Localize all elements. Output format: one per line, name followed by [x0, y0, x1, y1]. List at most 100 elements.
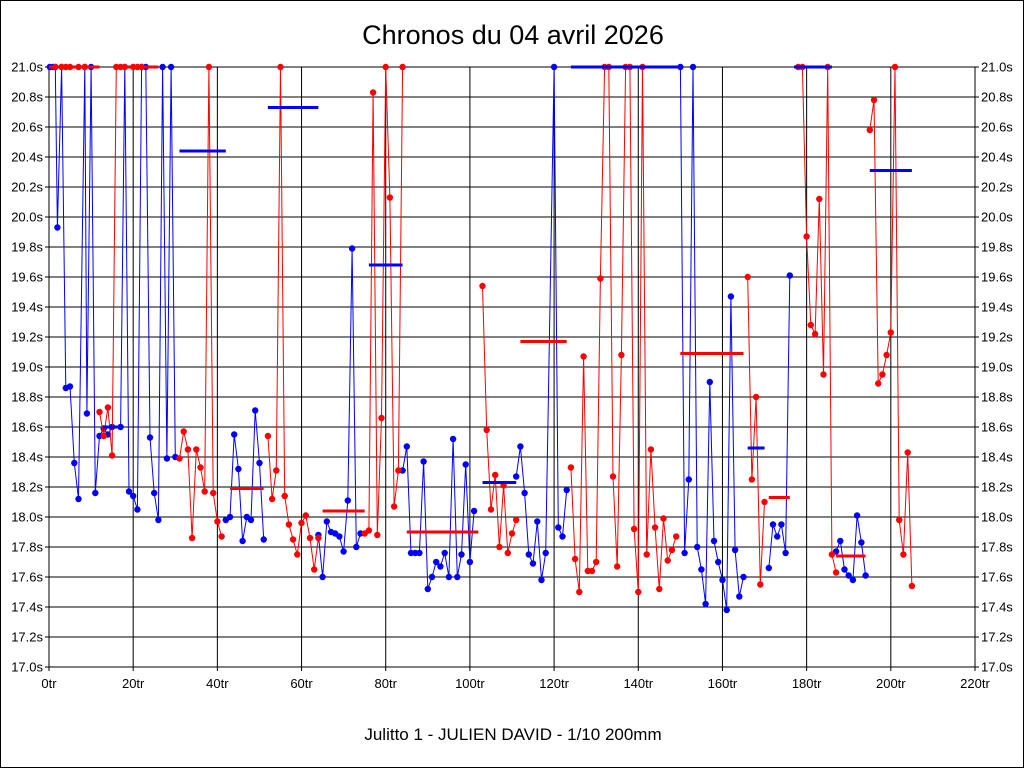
- data-point-red: [504, 549, 511, 557]
- x-tick-label: 100tr: [455, 676, 485, 691]
- y-tick-label-right: 17.0s: [981, 660, 1013, 675]
- y-tick-label-right: 17.2s: [981, 630, 1013, 645]
- data-point-red: [752, 393, 760, 401]
- data-point-red: [298, 519, 305, 527]
- data-point-blue: [858, 539, 865, 546]
- series-line-blue: [515, 66, 568, 581]
- data-point-red: [382, 63, 389, 71]
- data-point-blue: [538, 576, 545, 584]
- data-point-blue: [517, 443, 524, 450]
- data-point-blue: [513, 473, 520, 480]
- y-tick-label-right: 21.0s: [981, 60, 1013, 75]
- data-point-blue: [420, 458, 427, 465]
- data-point-red: [651, 524, 659, 531]
- data-point-red: [264, 432, 272, 440]
- data-point-red: [883, 351, 890, 359]
- y-tick-label-right: 18.2s: [981, 480, 1013, 495]
- data-point-red: [656, 585, 663, 593]
- data-point-blue: [117, 423, 124, 431]
- y-axis-right: 17.0s 17.2s 17.4s 17.6s 17.8s 18.0s 18.2s 18.4s…: [975, 60, 1013, 675]
- data-point-blue: [542, 549, 549, 557]
- data-point-blue: [534, 518, 541, 525]
- data-point-blue: [719, 576, 726, 584]
- data-point-red: [816, 195, 823, 203]
- data-point-blue: [247, 516, 255, 524]
- data-point-blue: [256, 459, 263, 467]
- series-line-blue: [317, 248, 361, 578]
- y-tick-label-left: 18.4s: [11, 450, 43, 465]
- data-point-blue: [685, 476, 692, 483]
- data-point-blue: [134, 506, 141, 513]
- series-line-blue: [768, 275, 791, 569]
- data-point-blue: [146, 434, 154, 441]
- data-point-blue: [769, 521, 777, 528]
- data-point-red: [218, 533, 225, 540]
- data-point-blue: [163, 455, 171, 462]
- series-line-blue: [225, 410, 265, 542]
- y-tick-label-right: 19.6s: [981, 270, 1013, 285]
- data-point-red: [369, 89, 377, 96]
- series-line-red: [267, 66, 319, 570]
- data-point-blue: [845, 572, 852, 579]
- data-point-red: [205, 63, 213, 71]
- y-tick-label-right: 20.6s: [981, 120, 1013, 135]
- y-tick-label-left: 20.0s: [11, 210, 43, 225]
- data-point-red: [618, 351, 625, 359]
- data-point-red: [571, 555, 579, 563]
- data-point-blue: [727, 293, 735, 300]
- data-point-blue: [454, 573, 461, 581]
- data-point-red: [673, 533, 680, 540]
- data-point-red: [399, 63, 406, 71]
- data-point-blue: [437, 563, 444, 570]
- y-tick-label-left: 17.8s: [11, 540, 43, 555]
- data-point-blue: [698, 566, 705, 573]
- series-red: [52, 63, 916, 596]
- data-point-blue: [765, 564, 772, 572]
- data-point-red: [508, 530, 516, 537]
- y-tick-label-left: 19.8s: [11, 240, 43, 255]
- y-tick-label-left: 17.0s: [11, 660, 43, 675]
- data-point-red: [576, 588, 583, 596]
- data-point-blue: [92, 489, 99, 497]
- data-point-red: [588, 567, 596, 575]
- y-tick-label-right: 17.8s: [981, 540, 1013, 555]
- y-tick-label-right: 18.0s: [981, 510, 1013, 525]
- y-tick-label-left: 17.4s: [11, 600, 43, 615]
- data-point-blue: [706, 378, 713, 386]
- x-tick-label: 140tr: [623, 676, 653, 691]
- data-point-blue: [837, 537, 844, 545]
- y-tick-label-left: 20.8s: [11, 90, 43, 105]
- data-point-blue: [319, 573, 326, 581]
- data-point-blue: [681, 549, 688, 557]
- chart-title: Chronos du 04 avril 2026: [362, 20, 664, 50]
- y-tick-label-right: 20.2s: [981, 180, 1013, 195]
- series-line-red: [570, 66, 677, 593]
- y-tick-label-right: 19.0s: [981, 360, 1013, 375]
- data-point-blue: [323, 518, 330, 525]
- data-point-red: [273, 467, 280, 474]
- x-tick-label: 20tr: [122, 676, 145, 691]
- data-point-blue: [428, 573, 436, 581]
- data-point-red: [647, 446, 655, 453]
- data-point-blue: [344, 497, 351, 504]
- y-tick-label-left: 18.2s: [11, 480, 43, 495]
- data-point-red: [395, 467, 402, 474]
- data-point-red: [744, 273, 751, 281]
- data-point-red: [635, 588, 642, 596]
- series-line-red: [747, 276, 765, 585]
- y-tick-label-left: 19.6s: [11, 270, 43, 285]
- data-point-blue: [862, 572, 869, 579]
- data-point-blue: [340, 548, 347, 555]
- data-point-blue: [424, 585, 431, 593]
- data-point-blue: [736, 593, 743, 600]
- data-point-red: [908, 582, 916, 590]
- data-point-red: [630, 525, 638, 533]
- data-point-red: [597, 275, 604, 282]
- data-point-red: [609, 473, 617, 480]
- data-point-red: [580, 353, 587, 360]
- data-point-red: [900, 551, 907, 558]
- data-point-red: [386, 194, 394, 201]
- series-line-blue: [835, 515, 867, 582]
- data-point-blue: [231, 431, 238, 438]
